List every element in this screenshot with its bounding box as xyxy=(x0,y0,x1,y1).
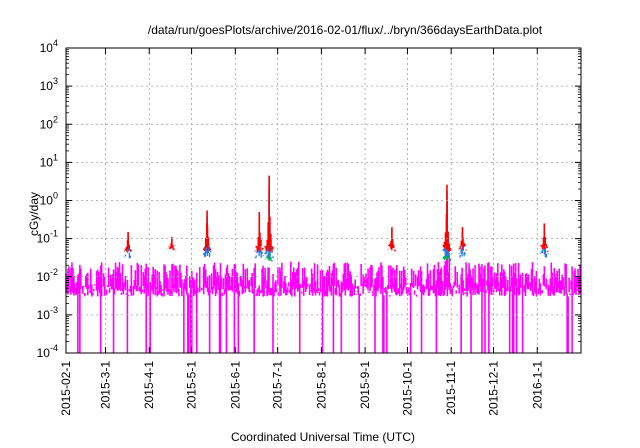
chart-title: /data/run/goesPlots/archive/2016-02-01/f… xyxy=(148,23,543,37)
y-tick-label: 101 xyxy=(40,152,58,169)
grid xyxy=(65,47,582,354)
x-axis: 2015-02-1 2015-3-1 2015-4-1 2015-5-1 2015-6-… xyxy=(59,48,544,416)
y-tick-label: 10-2 xyxy=(37,267,58,284)
y-tick-label: 104 xyxy=(40,38,58,55)
x-tick-label: 2015-7-1 xyxy=(271,361,285,409)
series-1-band xyxy=(123,197,549,259)
y-tick-label: 10-1 xyxy=(37,229,58,246)
x-tick-label: 2015-8-1 xyxy=(314,361,328,409)
plot-area xyxy=(65,175,582,353)
x-tick-label: 2015-6-1 xyxy=(228,361,242,409)
y-tick-label: 100 xyxy=(40,191,58,208)
y-tick-label: 102 xyxy=(40,114,58,131)
x-tick-label: 2015-3-1 xyxy=(99,361,113,409)
x-tick-label: 2015-4-1 xyxy=(142,361,156,409)
x-tick-label: 2015-11-1 xyxy=(444,361,458,415)
series-2-band xyxy=(264,224,451,262)
y-tick-label: 10-3 xyxy=(37,305,58,322)
x-tick-label: 2015-9-1 xyxy=(358,361,372,409)
y-axis-label: cGy/day xyxy=(27,192,41,236)
y-tick-label: 10-4 xyxy=(37,343,58,360)
series-0-band xyxy=(123,185,549,252)
y-axis: 10-4 10-3 10-2 10-1 100 101 102 103 104 xyxy=(37,38,581,360)
series-3-band xyxy=(65,235,582,353)
x-tick-label: 2016-1-1 xyxy=(530,361,544,409)
x-tick-label: 2015-5-1 xyxy=(185,361,199,409)
x-tick-label: 2015-02-1 xyxy=(59,361,73,416)
x-tick-label: 2015-12-1 xyxy=(487,361,501,416)
x-axis-label: Coordinated Universal Time (UTC) xyxy=(231,430,415,444)
plot-frame xyxy=(65,47,582,354)
x-tick-label: 2015-10-1 xyxy=(400,361,414,416)
y-tick-label: 103 xyxy=(40,76,58,93)
